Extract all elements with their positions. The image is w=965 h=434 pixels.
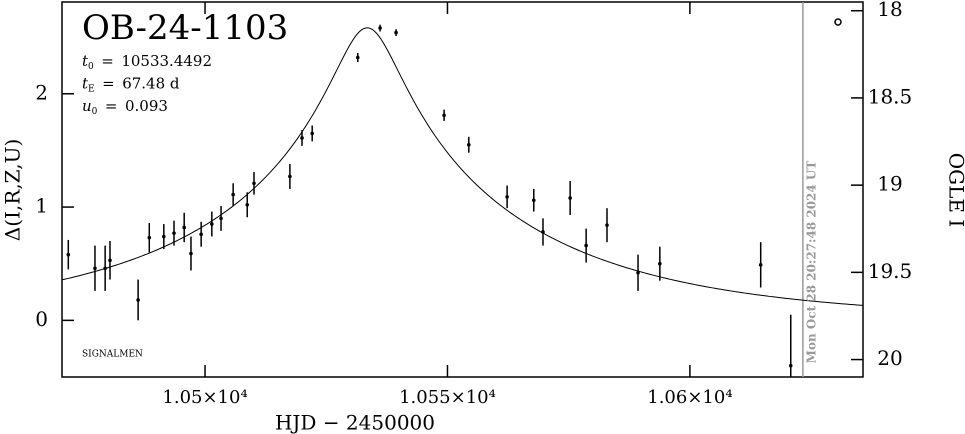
model-parameter: u0 = 0.093: [82, 97, 168, 117]
data-point: [252, 181, 256, 186]
marker-icon: [834, 18, 842, 26]
param-equals: =: [94, 52, 122, 70]
y-tick-label: 1: [35, 194, 48, 218]
data-point: [605, 223, 609, 227]
y-tick-label: 2: [35, 80, 48, 104]
data-point: [93, 266, 97, 271]
param-equals: =: [97, 97, 125, 115]
y2-tick-label: 20: [877, 346, 902, 370]
data-point: [378, 26, 382, 30]
param-value: 0.093: [125, 97, 168, 115]
x-tick-label: 1.05×10⁴: [162, 387, 247, 408]
y-axis-label: Δ(I,R,Z,U): [1, 139, 25, 241]
data-point: [758, 263, 763, 267]
x-axis-label: HJD − 2450000: [275, 411, 435, 434]
data-point: [288, 174, 292, 179]
data-point: [66, 252, 71, 257]
data-point: [541, 230, 545, 234]
data-point: [103, 266, 107, 271]
data-point: [147, 235, 152, 240]
data-point: [355, 55, 360, 60]
chart-title: OB-24-1103: [82, 8, 288, 48]
data-point: [300, 136, 304, 140]
data-point: [189, 251, 193, 256]
data-point: [505, 195, 509, 199]
y2-tick-label: 19.5: [868, 259, 913, 283]
x-tick-label: 1.06×10⁴: [647, 387, 732, 408]
param-symbol: u: [82, 97, 92, 115]
data-point: [636, 270, 640, 275]
y-tick-label: 0: [35, 307, 48, 331]
param-value: 67.48: [122, 75, 165, 93]
model-parameter: tE = 67.48 d: [82, 75, 180, 95]
data-point: [231, 192, 235, 197]
data-point: [172, 231, 176, 235]
data-point: [210, 222, 214, 226]
data-point: [108, 258, 112, 263]
model-curve: [62, 27, 863, 306]
data-point: [584, 243, 588, 248]
data-point: [568, 196, 572, 200]
param-value: 10533.4492: [121, 52, 212, 70]
param-subscript: 0: [92, 107, 98, 117]
param-subscript: 0: [88, 62, 94, 72]
plot-area: [62, 2, 863, 377]
data-point: [442, 113, 446, 118]
param-subscript: E: [88, 84, 95, 94]
data-point: [182, 225, 186, 230]
data-point: [245, 202, 250, 207]
param-symbol: t: [82, 52, 89, 70]
data-point: [394, 30, 398, 35]
data-point: [531, 198, 536, 203]
y2-tick-label: 18.5: [868, 84, 913, 108]
y2-tick-label: 18: [877, 0, 902, 21]
now-label: Mon Oct 28 20:27:48 2024 UT: [804, 161, 818, 364]
data-point: [310, 131, 314, 136]
data-point: [658, 261, 662, 266]
data-point: [199, 232, 203, 237]
plot-frame: [61, 1, 864, 378]
data-point: [467, 142, 471, 147]
y2-tick-label: 19: [877, 172, 902, 196]
y2-axis-label: OGLE I: [945, 153, 965, 228]
data-point: [788, 363, 793, 368]
param-equals: =: [95, 75, 123, 93]
x-tick-label: 1.055×10⁴: [399, 387, 496, 408]
data-point: [162, 234, 166, 239]
model-parameter: t0 = 10533.4492: [82, 52, 212, 72]
param-unit: d: [170, 75, 180, 93]
data-point: [219, 216, 223, 221]
credit: SIGNALMEN: [82, 350, 143, 360]
data-point: [136, 298, 140, 302]
param-symbol: t: [82, 75, 89, 93]
